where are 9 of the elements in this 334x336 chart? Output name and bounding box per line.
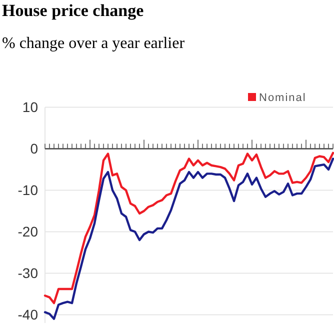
y-tick-label: -10 (18, 182, 38, 198)
y-tick-label: 0 (30, 140, 38, 157)
chart-subtitle: % change over a year earlier (2, 35, 186, 52)
y-tick-label: -40 (18, 306, 38, 323)
legend-label: Nominal (259, 92, 306, 104)
chart-title: House price change (2, 1, 144, 20)
y-tick-label: -20 (18, 224, 38, 240)
y-tick-label: 10 (22, 99, 38, 116)
y-tick-label: -30 (18, 265, 38, 282)
